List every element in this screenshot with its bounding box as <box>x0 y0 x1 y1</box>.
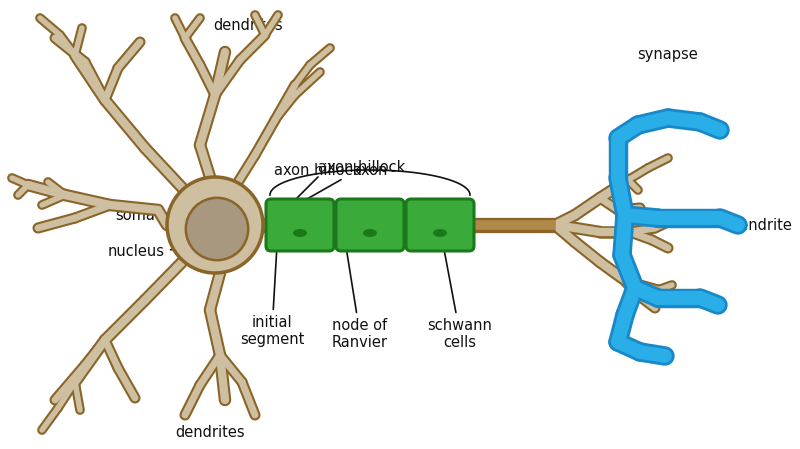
FancyBboxPatch shape <box>336 199 404 251</box>
Text: dendrites: dendrites <box>175 425 245 440</box>
Ellipse shape <box>363 229 377 237</box>
Text: axon: axon <box>352 163 388 178</box>
Text: axon hillock: axon hillock <box>273 160 406 219</box>
Text: initial
segment: initial segment <box>240 231 304 348</box>
FancyBboxPatch shape <box>406 199 474 251</box>
Text: axon hillock: axon hillock <box>274 163 362 178</box>
Text: nucleus: nucleus <box>108 245 207 260</box>
Text: synapse: synapse <box>638 47 698 62</box>
Ellipse shape <box>433 229 447 237</box>
Text: dendrite: dendrite <box>730 217 792 233</box>
Text: dendrites: dendrites <box>213 18 283 33</box>
Text: soma: soma <box>115 207 178 223</box>
Ellipse shape <box>186 198 248 260</box>
Text: node of
Ranvier: node of Ranvier <box>332 231 388 350</box>
FancyBboxPatch shape <box>266 199 334 251</box>
Ellipse shape <box>167 177 263 273</box>
Ellipse shape <box>293 229 307 237</box>
Text: schwann
cells: schwann cells <box>427 231 493 350</box>
